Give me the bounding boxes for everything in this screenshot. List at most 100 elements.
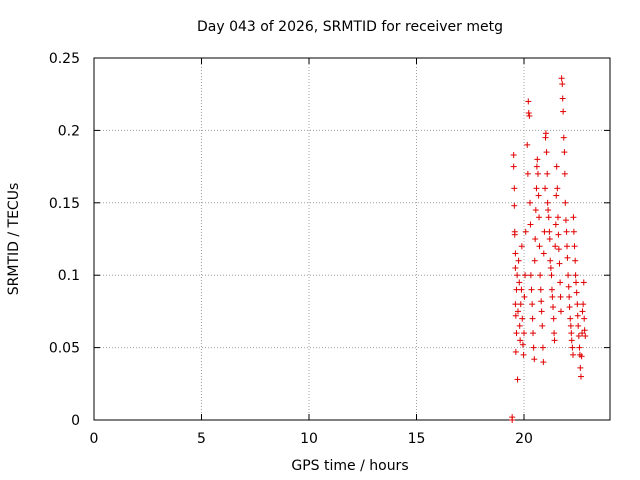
data-point [539, 344, 546, 351]
data-point [528, 286, 535, 293]
data-point [569, 344, 576, 351]
data-point [579, 330, 586, 337]
data-point [552, 243, 559, 250]
data-points [509, 75, 589, 423]
data-point [512, 348, 519, 355]
data-point [568, 330, 575, 337]
data-point [542, 185, 549, 192]
data-point [514, 376, 521, 383]
data-point [522, 228, 529, 235]
axis-ticks: 0 5 10 15 20 0 0.05 0.1 0.15 0.2 0.25 [49, 51, 610, 447]
data-point [575, 333, 582, 340]
data-point [511, 202, 518, 209]
data-point [581, 315, 588, 322]
data-point [577, 364, 584, 371]
data-point [564, 243, 570, 250]
data-point [527, 221, 534, 228]
data-point [516, 279, 523, 286]
data-point [572, 272, 579, 279]
data-point [532, 207, 539, 214]
data-point [562, 217, 569, 224]
data-point [560, 108, 567, 115]
data-point [524, 141, 531, 148]
data-point [551, 337, 558, 344]
data-point [514, 272, 521, 279]
data-point [570, 228, 577, 235]
data-point [540, 250, 547, 257]
x-tick-label: 0 [90, 431, 99, 447]
data-point [520, 351, 527, 358]
y-axis-title: SRMTID / TECUs [6, 183, 22, 296]
data-point [519, 315, 526, 322]
data-point [532, 236, 539, 242]
data-point [542, 130, 549, 137]
data-point [559, 81, 566, 88]
data-point [512, 312, 519, 319]
data-point [574, 301, 581, 308]
data-point [515, 257, 522, 264]
data-point [573, 289, 580, 296]
data-point [536, 214, 543, 221]
data-point [576, 344, 583, 351]
data-point [533, 185, 540, 192]
x-tick-label: 20 [515, 431, 533, 447]
data-point [518, 286, 525, 293]
data-point [534, 170, 541, 177]
data-point [521, 293, 528, 300]
data-point [539, 322, 546, 329]
data-point [546, 228, 553, 235]
y-tick-label: 0.2 [58, 123, 80, 139]
data-point [514, 308, 521, 315]
chart-title: Day 043 of 2026, SRMTID for receiver met… [197, 19, 503, 35]
data-point [534, 156, 541, 163]
y-tick-label: 0.15 [49, 196, 80, 212]
data-point [518, 243, 525, 250]
x-tick-label: 15 [408, 431, 426, 447]
data-point [577, 373, 584, 380]
data-point [554, 185, 561, 192]
data-point [550, 315, 557, 322]
data-point [517, 337, 524, 344]
data-point [552, 221, 559, 228]
data-point [512, 264, 519, 271]
data-point [549, 293, 556, 300]
data-point [580, 301, 587, 308]
data-point [566, 304, 573, 311]
data-point [512, 250, 519, 257]
data-point [553, 192, 560, 199]
plot-frame [93, 57, 611, 421]
data-point [567, 315, 574, 322]
data-point [527, 199, 534, 206]
data-point [521, 330, 527, 337]
data-point [563, 228, 570, 235]
data-point [551, 330, 558, 337]
data-point [558, 75, 565, 82]
data-point [564, 254, 571, 261]
data-point [526, 112, 533, 119]
data-point [525, 98, 532, 105]
data-point [544, 170, 551, 177]
data-point [571, 243, 578, 250]
data-point [555, 231, 562, 238]
data-point [522, 272, 529, 279]
data-point [557, 293, 564, 300]
data-point [565, 272, 572, 279]
data-point [565, 283, 572, 290]
data-point [582, 333, 589, 340]
data-point [527, 272, 534, 279]
data-point [570, 214, 577, 221]
data-point [519, 341, 526, 348]
data-point [533, 163, 540, 170]
data-point [536, 243, 543, 250]
data-point [555, 246, 562, 253]
data-point [525, 110, 532, 117]
data-point [510, 152, 517, 159]
data-point [560, 134, 567, 141]
data-point [574, 312, 581, 319]
x-tick-label: 5 [197, 431, 206, 447]
data-point [553, 163, 560, 170]
x-axis-title: GPS time / hours [291, 458, 408, 474]
data-point [566, 293, 573, 300]
